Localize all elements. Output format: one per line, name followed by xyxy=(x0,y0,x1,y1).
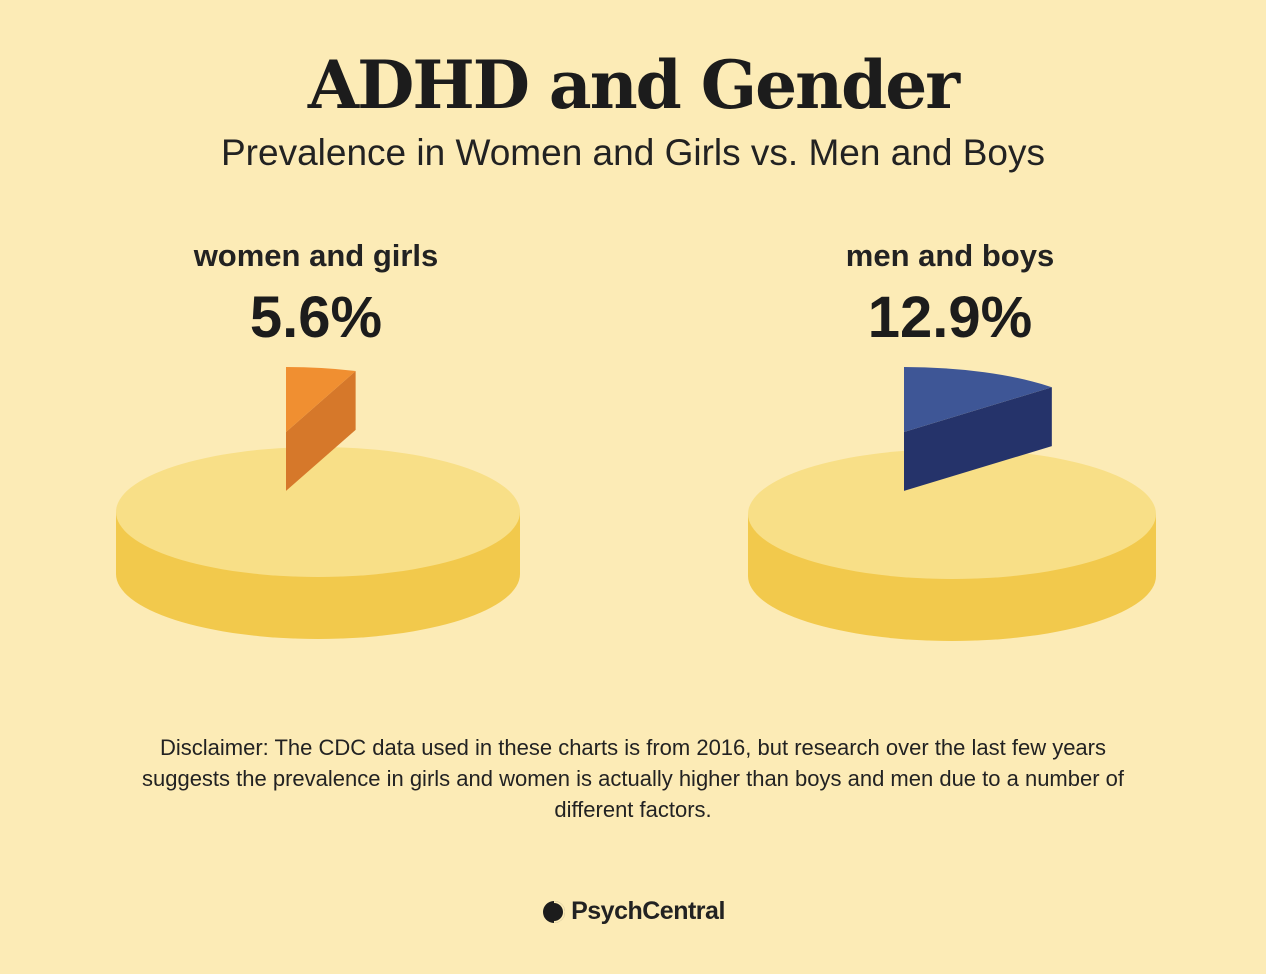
women-girls-label: women and girls xyxy=(193,238,439,273)
women-girls-pie xyxy=(116,367,520,639)
pie-slice-other xyxy=(748,449,1156,579)
men-boys-label: men and boys xyxy=(845,238,1055,273)
brand-name: PsychCentral xyxy=(571,897,725,925)
chart-subtitle: Prevalence in Women and Girls vs. Men an… xyxy=(221,132,1045,173)
pie-slice-other xyxy=(116,447,520,577)
men-boys-value: 12.9% xyxy=(867,285,1033,350)
pie-slice-highlight xyxy=(904,367,1052,432)
disclaimer-text: Disclaimer: The CDC data used in these c… xyxy=(141,735,1125,822)
psychcentral-logo-icon xyxy=(543,900,566,923)
highlight-slice-side xyxy=(904,387,1052,491)
highlight-slice-side xyxy=(286,370,356,491)
chart-title: ADHD and Gender xyxy=(307,46,960,124)
men-boys-pie xyxy=(748,367,1156,641)
brand-logo: PsychCentral xyxy=(0,897,1266,926)
women-girls-value: 5.6% xyxy=(249,285,383,350)
pie-slice-highlight xyxy=(286,367,356,432)
